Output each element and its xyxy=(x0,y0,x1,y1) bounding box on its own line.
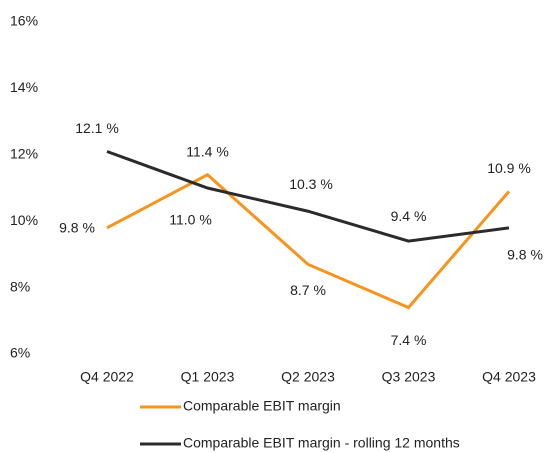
y-tick-label: 16% xyxy=(10,13,38,29)
line-series xyxy=(106,172,511,310)
x-tick-label: Q2 2023 xyxy=(281,369,335,385)
legend-label: Comparable EBIT margin - rolling 12 mont… xyxy=(183,435,460,451)
data-label: 8.7 % xyxy=(290,282,326,298)
data-label: 9.4 % xyxy=(391,208,427,224)
line-series xyxy=(106,150,510,243)
data-label: 10.3 % xyxy=(289,176,333,192)
data-label: 7.4 % xyxy=(391,332,427,348)
x-tick-label: Q3 2023 xyxy=(382,369,436,385)
data-label: 9.8 % xyxy=(507,247,543,263)
y-tick-label: 6% xyxy=(10,345,30,361)
legend-label: Comparable EBIT margin xyxy=(183,398,341,414)
y-tick-label: 14% xyxy=(10,79,38,95)
x-tick-label: Q1 2023 xyxy=(181,369,235,385)
data-label: 11.4 % xyxy=(186,143,229,159)
y-tick-label: 8% xyxy=(10,278,30,294)
y-tick-label: 12% xyxy=(10,146,38,162)
data-label: 9.8 % xyxy=(59,220,95,236)
data-label: 11.0 % xyxy=(169,212,212,228)
x-tick-label: Q4 2022 xyxy=(80,369,134,385)
y-tick-label: 10% xyxy=(10,212,38,228)
data-label: 10.9 % xyxy=(487,160,531,176)
data-label: 12.1 % xyxy=(75,120,119,136)
x-tick-label: Q4 2023 xyxy=(482,369,536,385)
